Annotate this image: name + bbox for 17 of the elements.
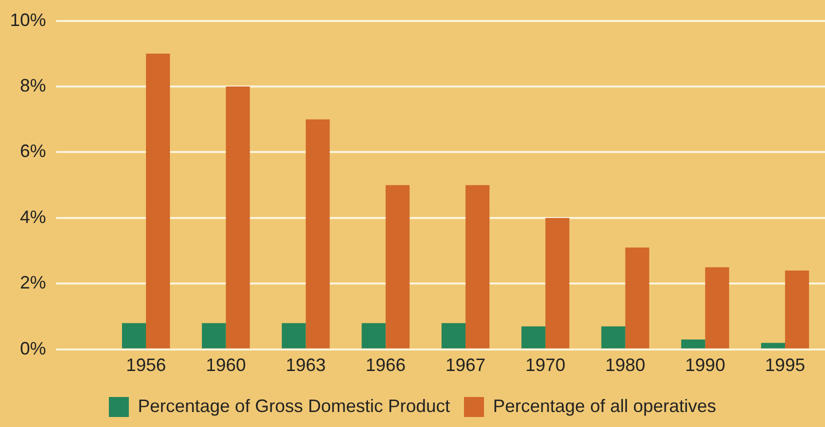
x-tick-label: 1960: [206, 355, 246, 376]
x-tick-label: 1970: [525, 355, 566, 376]
x-tick-label: 1966: [366, 355, 406, 376]
x-tick-label: 1963: [286, 355, 326, 376]
y-tick-label: 8%: [20, 75, 46, 96]
x-tick-label: 1967: [445, 355, 486, 376]
x-tick-label: 1956: [126, 355, 166, 376]
y-tick-label: 2%: [20, 272, 46, 293]
legend-label: Percentage of all operatives: [493, 396, 716, 416]
x-tick-label: 1990: [685, 355, 726, 376]
x-tick-label: 1995: [765, 355, 806, 376]
y-tick-label: 4%: [20, 206, 46, 227]
y-tick-label: 0%: [20, 338, 46, 358]
y-tick-label: 6%: [20, 141, 46, 162]
legend-label: Percentage of Gross Domestic Product: [138, 396, 450, 416]
y-tick-label: 10%: [10, 10, 46, 30]
x-tick-label: 1980: [605, 355, 646, 376]
